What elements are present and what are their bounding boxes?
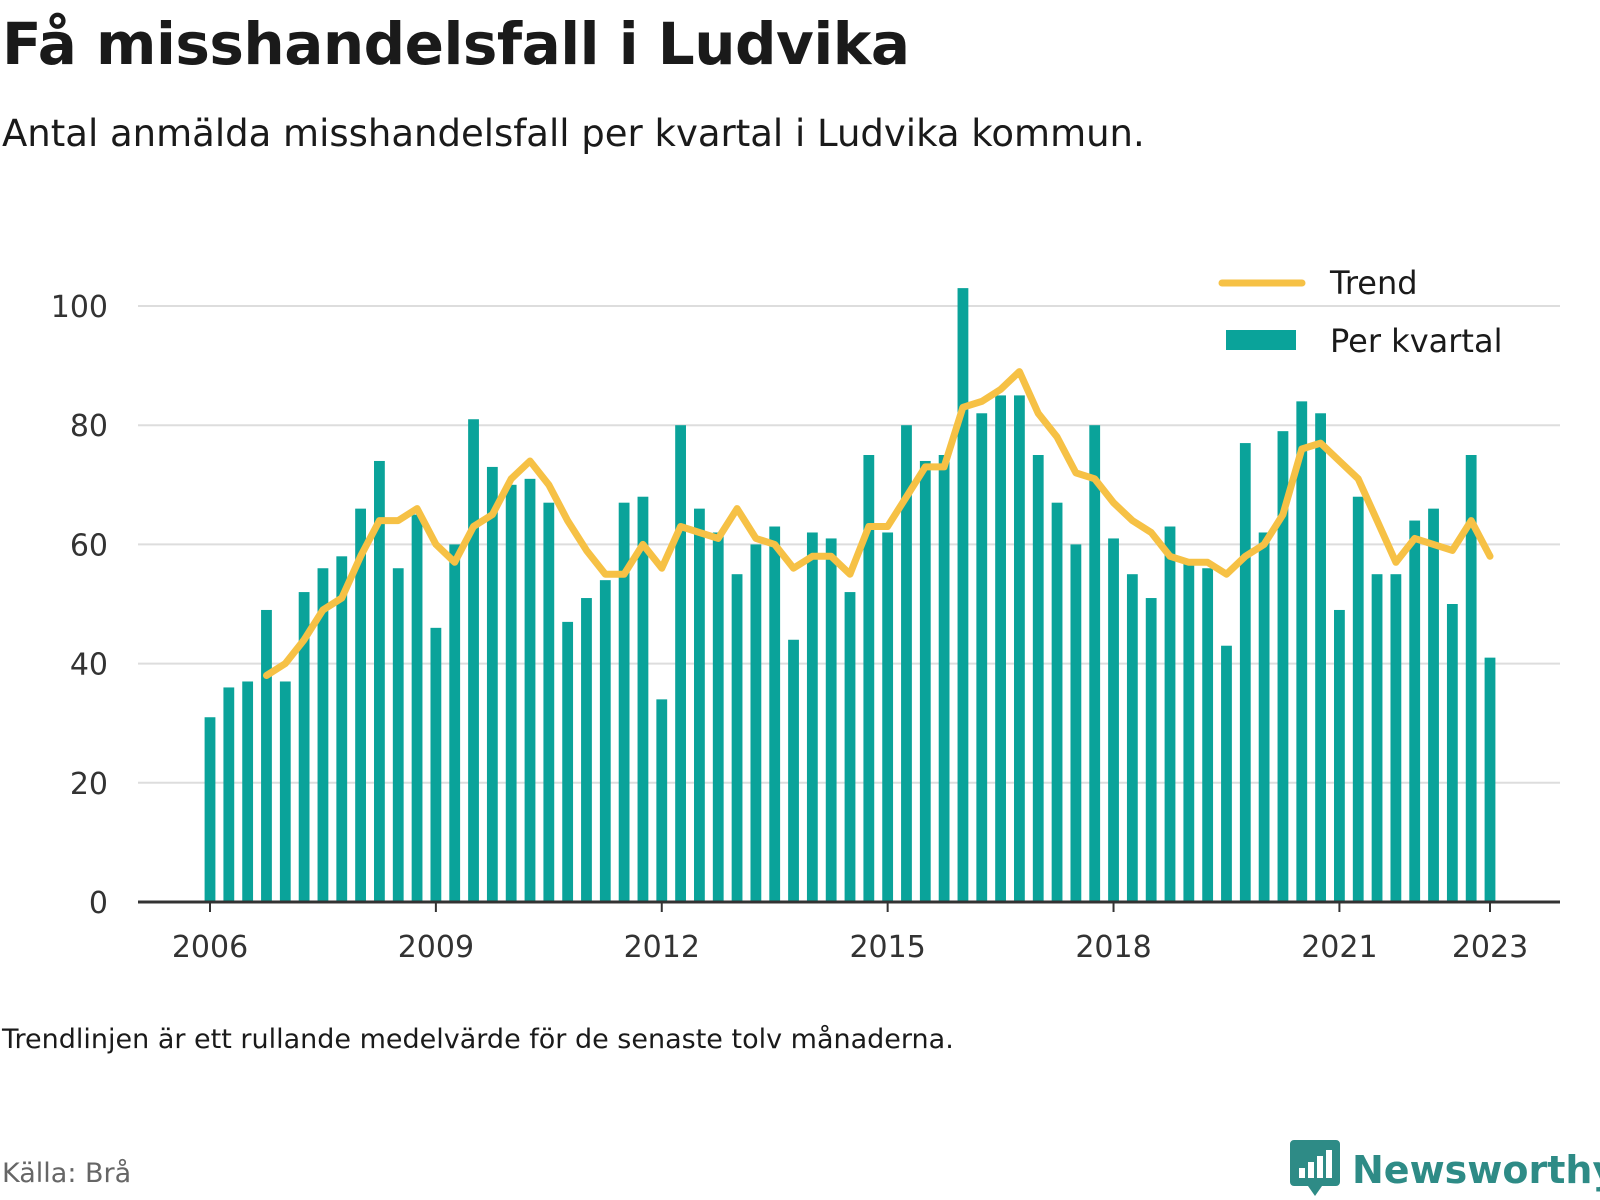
bars: [204, 288, 1496, 902]
y-tick-label: 60: [70, 528, 108, 563]
legend-bar-label: Per kvartal: [1330, 322, 1502, 360]
bar: [1164, 526, 1176, 902]
bar: [355, 508, 366, 902]
bar: [505, 484, 517, 902]
y-axis-ticks: 0 20 40 60 80 100: [51, 290, 108, 921]
trend-layer: [263, 368, 1494, 679]
y-tick-label: 40: [70, 648, 108, 683]
chart-subtitle: Antal anmälda misshandelsfall per kvarta…: [2, 112, 1145, 155]
bar: [731, 574, 743, 902]
x-tick-label: 2015: [849, 930, 925, 960]
bar: [486, 466, 498, 902]
bar: [1014, 395, 1025, 902]
bar: [1145, 598, 1157, 902]
bar: [430, 627, 442, 902]
y-tick-label: 20: [70, 767, 108, 802]
x-tick-label: 2009: [398, 930, 474, 960]
bar: [204, 717, 216, 902]
bar: [995, 395, 1006, 902]
bar: [374, 460, 385, 902]
legend-bar-swatch: [1226, 330, 1296, 350]
bar: [1202, 568, 1214, 902]
bar: [882, 532, 894, 902]
bar: [976, 413, 988, 902]
y-tick-label: 100: [51, 290, 108, 325]
source-credit: Källa: Brå: [2, 1158, 132, 1189]
chart: 0 20 40 60 80 100 2006 2009 2012 2015 2018 2021 202…: [51, 264, 1560, 960]
bar: [1051, 502, 1063, 902]
bar: [806, 532, 818, 902]
bar: [242, 681, 254, 902]
bar: [637, 496, 649, 902]
bar: [694, 508, 705, 902]
bar: [392, 568, 404, 902]
bar: [1465, 455, 1477, 902]
y-tick-label: 80: [70, 409, 108, 444]
brand: Newsworthy: [1290, 1140, 1600, 1200]
bar: [543, 502, 555, 902]
x-tick-label: 2021: [1301, 930, 1377, 960]
bar: [411, 514, 423, 902]
chart-title: Få misshandelsfall i Ludvika: [2, 10, 910, 78]
bar: [1334, 609, 1345, 902]
x-axis-ticks: 2006 2009 2012 2015 2018 2021 2023: [172, 902, 1528, 960]
bar: [562, 621, 574, 902]
legend: Trend Per kvartal: [1218, 264, 1502, 360]
bar: [581, 598, 592, 902]
bar: [844, 592, 856, 902]
bar: [1070, 544, 1082, 902]
x-tick-label: 2018: [1075, 930, 1151, 960]
bar: [599, 580, 611, 902]
bar: [261, 609, 272, 902]
bar: [1409, 520, 1421, 902]
bar: [1108, 538, 1119, 902]
trend-line: [263, 368, 1494, 679]
bar: [769, 526, 781, 902]
bar: [1352, 496, 1364, 902]
bar: [957, 288, 969, 902]
bar: [1221, 645, 1232, 902]
legend-trend-label: Trend: [1329, 264, 1418, 302]
x-tick-label: 2023: [1452, 930, 1528, 960]
bar: [825, 538, 837, 902]
bar: [750, 544, 762, 902]
bar-chart-speech-bubble-icon: [1290, 1140, 1340, 1200]
bar: [1277, 431, 1289, 902]
bar: [675, 425, 686, 902]
bar: [223, 687, 235, 902]
y-tick-label: 0: [89, 886, 108, 921]
bar: [298, 592, 310, 902]
bar: [1446, 604, 1458, 902]
bar: [938, 455, 950, 902]
bar: [863, 455, 875, 902]
bar: [1032, 455, 1044, 902]
bar: [712, 532, 724, 902]
bar: [1089, 425, 1101, 902]
bar: [1239, 443, 1251, 902]
bar: [1484, 657, 1496, 902]
bar: [1428, 508, 1439, 902]
bar: [1296, 401, 1308, 902]
bar: [524, 478, 536, 902]
bar: [336, 556, 348, 902]
bar: [1126, 574, 1138, 902]
bar: [656, 699, 668, 902]
bar: [919, 460, 931, 902]
bar: [317, 568, 329, 902]
bar: [901, 425, 912, 902]
bar: [1371, 574, 1383, 902]
bar: [1390, 574, 1402, 902]
brand-name: Newsworthy: [1352, 1148, 1600, 1192]
x-tick-label: 2006: [172, 930, 248, 960]
bar: [1258, 532, 1270, 902]
footnote: Trendlinjen är ett rullande medelvärde f…: [2, 1024, 954, 1055]
bar: [788, 639, 799, 902]
bar: [618, 502, 630, 902]
bar: [1315, 413, 1326, 902]
bar: [449, 544, 461, 902]
x-tick-label: 2012: [624, 930, 700, 960]
bar: [468, 419, 479, 902]
bar: [279, 681, 291, 902]
bar: [1183, 562, 1195, 902]
